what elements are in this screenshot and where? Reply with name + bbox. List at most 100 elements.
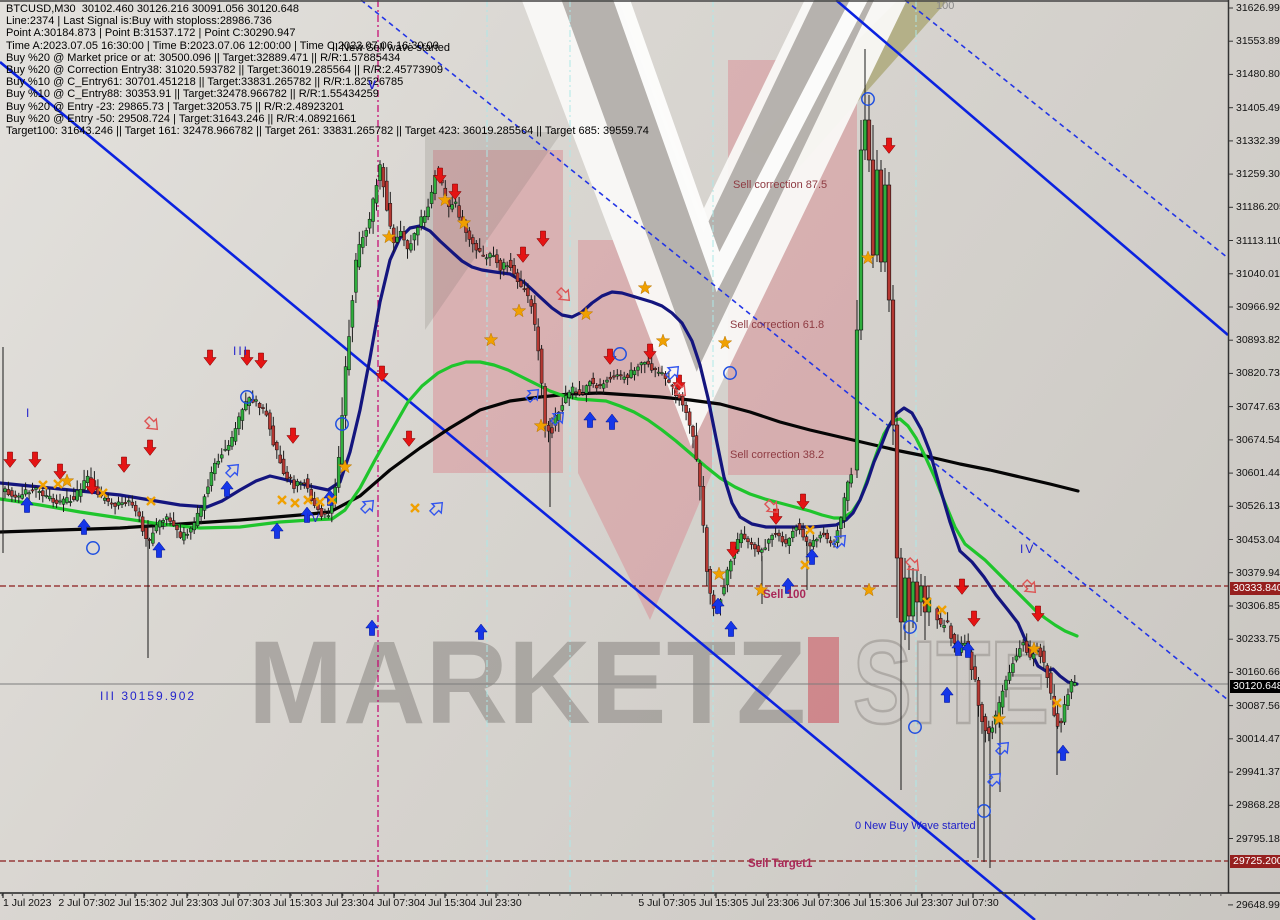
buy-arrow-icon (1056, 744, 1070, 761)
time-tick-label: 4 Jul 07:30 (368, 897, 420, 909)
elliott-wave-label[interactable]: IV (306, 511, 322, 525)
price-tick-label: 29868.280 (1236, 799, 1280, 812)
buy-outline-arrow-icon (428, 501, 444, 517)
elliott-wave-label[interactable]: IV (1020, 542, 1036, 556)
elliott-wave-label[interactable]: III 30159.902 (100, 689, 197, 703)
signal-circle-icon (613, 347, 627, 361)
times-line: Time A:2023.07.05 16:30:00 | Time B:2023… (6, 39, 439, 52)
time-tick-label: 6 Jul 15:30 (844, 897, 896, 909)
sell-arrow-icon (643, 343, 657, 360)
entry-star-icon (511, 303, 527, 318)
sell-outline-arrow-icon (555, 286, 571, 302)
buy-arrow-icon (365, 619, 379, 636)
buy-arrow-icon (220, 480, 234, 497)
signal-circle-icon (335, 417, 349, 431)
sell-outline-arrow-icon (671, 381, 687, 397)
price-tick-label: 30601.445 (1236, 467, 1280, 480)
elliott-wave-label[interactable]: V (368, 78, 377, 92)
buy-arrow-icon (724, 620, 738, 637)
sell-level-price-badge: 29725.200 (1230, 854, 1280, 868)
entry-cross-icon (98, 488, 108, 498)
signal-markers[interactable] (3, 92, 1070, 818)
buy-arrow-icon (940, 686, 954, 703)
buy-outline-arrow-icon (224, 463, 240, 479)
entry-star-icon (1026, 641, 1042, 656)
horizontal-levels[interactable] (0, 585, 1228, 862)
sell-arrow-icon (796, 493, 810, 510)
sell-correction-label[interactable]: Sell correction 38.2 (730, 449, 825, 461)
sell-outline-arrow-icon (143, 415, 159, 431)
sell-arrow-icon (53, 463, 67, 480)
entry-star-icon (578, 306, 594, 321)
price-tick-label: 30306.850 (1236, 599, 1280, 612)
title-ohlc-line: BTCUSD,M30 30102.460 30126.216 30091.056… (6, 3, 299, 15)
sell-correction-label[interactable]: Sell correction 87.5 (733, 179, 828, 191)
price-tick-label: 29648.995 (1236, 898, 1280, 911)
price-tick-label: 31040.015 (1236, 267, 1280, 280)
sell-arrow-icon (769, 508, 783, 525)
buy-market-line: Buy %20 @ Market price or at: 30500.096 … (6, 51, 401, 64)
sell-outline-arrow-icon (904, 556, 920, 572)
sell-arrow-icon (85, 478, 99, 495)
buy-arrow-icon (20, 496, 34, 513)
price-tick-label: 30087.565 (1236, 699, 1280, 712)
buy-outline-arrow-icon (986, 772, 1002, 788)
time-tick-label: 7 Jul 07:30 (947, 897, 999, 909)
entry-star-icon (991, 711, 1007, 726)
trend-line (360, 0, 1229, 701)
sell-arrow-icon (726, 541, 740, 558)
price-tick-label: 31259.300 (1236, 168, 1280, 181)
sell-correction-label[interactable]: Sell correction 61.8 (730, 319, 825, 331)
elliott-wave-label[interactable]: I (26, 406, 32, 420)
price-tick-label: 31186.205 (1236, 201, 1280, 214)
time-tick-label: 4 Jul 23:30 (470, 897, 522, 909)
vertical-lines[interactable] (377, 0, 917, 893)
buy-entry38-line: Buy %20 @ Correction Entry38: 31020.5937… (6, 64, 444, 77)
entry-cross-icon (805, 525, 815, 535)
trend-lines[interactable] (0, 0, 1229, 920)
price-tick-label: 30453.040 (1236, 533, 1280, 546)
sell-level-label[interactable]: Sell 100 (763, 589, 806, 601)
entry-cross-icon (1052, 698, 1062, 708)
fibo-100-label: 100 (936, 0, 955, 12)
entry-cross-icon (53, 479, 63, 489)
buy-outline-arrow-icon (994, 741, 1010, 757)
price-tick-label: 30674.540 (1236, 433, 1280, 446)
price-tick-label: 30893.825 (1236, 334, 1280, 347)
buy-outline-arrow-icon (831, 534, 847, 550)
trend-line (0, 60, 1036, 920)
signal-circle-icon (861, 92, 875, 106)
wave-event-label[interactable]: II New Sell wave started (332, 42, 450, 54)
signal-circle-icon (86, 541, 100, 555)
buy-arrow-icon (152, 541, 166, 558)
buy-entry88-line: Buy %10 @ C_Entry88: 30353.91 || Target:… (6, 88, 379, 101)
candles (2, 49, 1077, 868)
entry-cross-icon (922, 597, 932, 607)
entry-star-icon (456, 215, 472, 230)
elliott-wave-label[interactable]: III (233, 344, 250, 358)
buy-entry61-line: Buy %10 @ C_Entry61: 30701.451218 || Tar… (6, 76, 404, 89)
entry-cross-icon (937, 605, 947, 615)
buy-outline-arrow-icon (524, 388, 540, 404)
price-tick-label: 31332.395 (1236, 134, 1280, 147)
sell-arrow-icon (3, 451, 17, 468)
buy-entry23-line: Buy %20 @ Entry -23: 29865.73 | Target:3… (6, 100, 345, 113)
signal-line: Line:2374 | Last Signal is:Buy with stop… (6, 15, 272, 28)
wave-event-label[interactable]: 0 New Buy Wave started (855, 820, 976, 832)
time-tick-label: 5 Jul 07:30 (638, 897, 690, 909)
time-tick-label: 2 Jul 07:30 (58, 897, 110, 909)
entry-cross-icon (303, 495, 313, 505)
sell-arrow-icon (603, 348, 617, 365)
entry-star-icon (637, 280, 653, 295)
sell-level-label[interactable]: Sell Target1 (748, 858, 813, 870)
time-tick-label: 6 Jul 07:30 (793, 897, 845, 909)
entry-star-icon (483, 332, 499, 347)
price-tick-label: 31480.800 (1236, 68, 1280, 81)
sell-outline-arrow-icon (1021, 578, 1037, 594)
signal-circle-icon (903, 620, 917, 634)
price-tick-label: 29941.375 (1236, 766, 1280, 779)
signal-circle-icon (723, 366, 737, 380)
price-tick-label: 31113.110 (1236, 234, 1280, 247)
